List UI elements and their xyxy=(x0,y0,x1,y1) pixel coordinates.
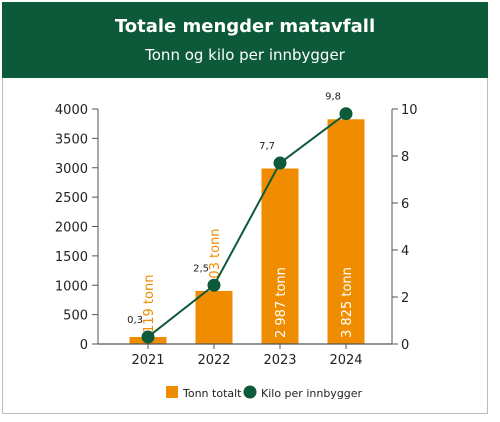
line-data-label: 2,5 xyxy=(193,263,209,274)
line-data-label: 9,8 xyxy=(325,92,341,103)
left-axis-tick-label: 2000 xyxy=(55,221,88,236)
line-marker xyxy=(207,278,221,292)
line-marker xyxy=(141,330,155,344)
right-axis-tick-label: 8 xyxy=(401,150,409,165)
legend-label-kilo-per-innbygger: Kilo per innbygger xyxy=(261,387,363,400)
bar-tonn-totalt xyxy=(195,290,233,344)
right-axis-tick-label: 4 xyxy=(401,244,409,259)
bar-data-label: 119 tonn xyxy=(142,275,157,333)
x-axis-tick-label: 2021 xyxy=(131,353,164,368)
x-axis-tick-label: 2023 xyxy=(263,353,296,368)
chart-subtitle: Tonn og kilo per innbygger xyxy=(145,46,345,64)
left-axis-tick-label: 500 xyxy=(63,309,88,324)
left-axis-tick-label: 1500 xyxy=(55,250,88,265)
legend-swatch-kilo-per-innbygger xyxy=(243,385,257,399)
legend-label-tonn-totalt: Tonn totalt xyxy=(182,387,242,400)
bar-data-label: 2 987 tonn xyxy=(274,267,289,338)
bar-tonn-totalt xyxy=(261,168,299,344)
left-axis-tick-label: 0 xyxy=(80,338,88,353)
chart-header: Totale mengder matavfall Tonn og kilo pe… xyxy=(2,2,488,78)
right-axis-tick-label: 0 xyxy=(401,338,409,353)
left-axis-tick-label: 1000 xyxy=(55,279,88,294)
line-kilo-per-innbygger xyxy=(147,112,347,338)
line-marker xyxy=(273,156,287,170)
chart-title: Totale mengder matavfall xyxy=(114,16,376,37)
bar-data-label: 3 825 tonn xyxy=(340,267,355,338)
line-marker xyxy=(339,107,353,121)
bar-tonn-totalt xyxy=(327,119,365,344)
right-axis-tick-label: 2 xyxy=(401,291,409,306)
right-axis-tick-label: 10 xyxy=(401,103,418,118)
x-axis-tick-label: 2024 xyxy=(329,353,362,368)
left-axis-tick-label: 3500 xyxy=(55,132,88,147)
left-axis-tick-label: 2500 xyxy=(55,191,88,206)
left-axis-tick-label: 3000 xyxy=(55,162,88,177)
right-axis-tick-label: 6 xyxy=(401,197,409,212)
left-axis-tick-label: 4000 xyxy=(55,103,88,118)
line-data-label: 0,3 xyxy=(127,315,143,326)
bar-data-label: 903 tonn xyxy=(208,228,223,286)
line-data-label: 7,7 xyxy=(259,141,275,152)
x-axis-tick-label: 2022 xyxy=(197,353,230,368)
legend-swatch-tonn-totalt xyxy=(166,386,178,398)
